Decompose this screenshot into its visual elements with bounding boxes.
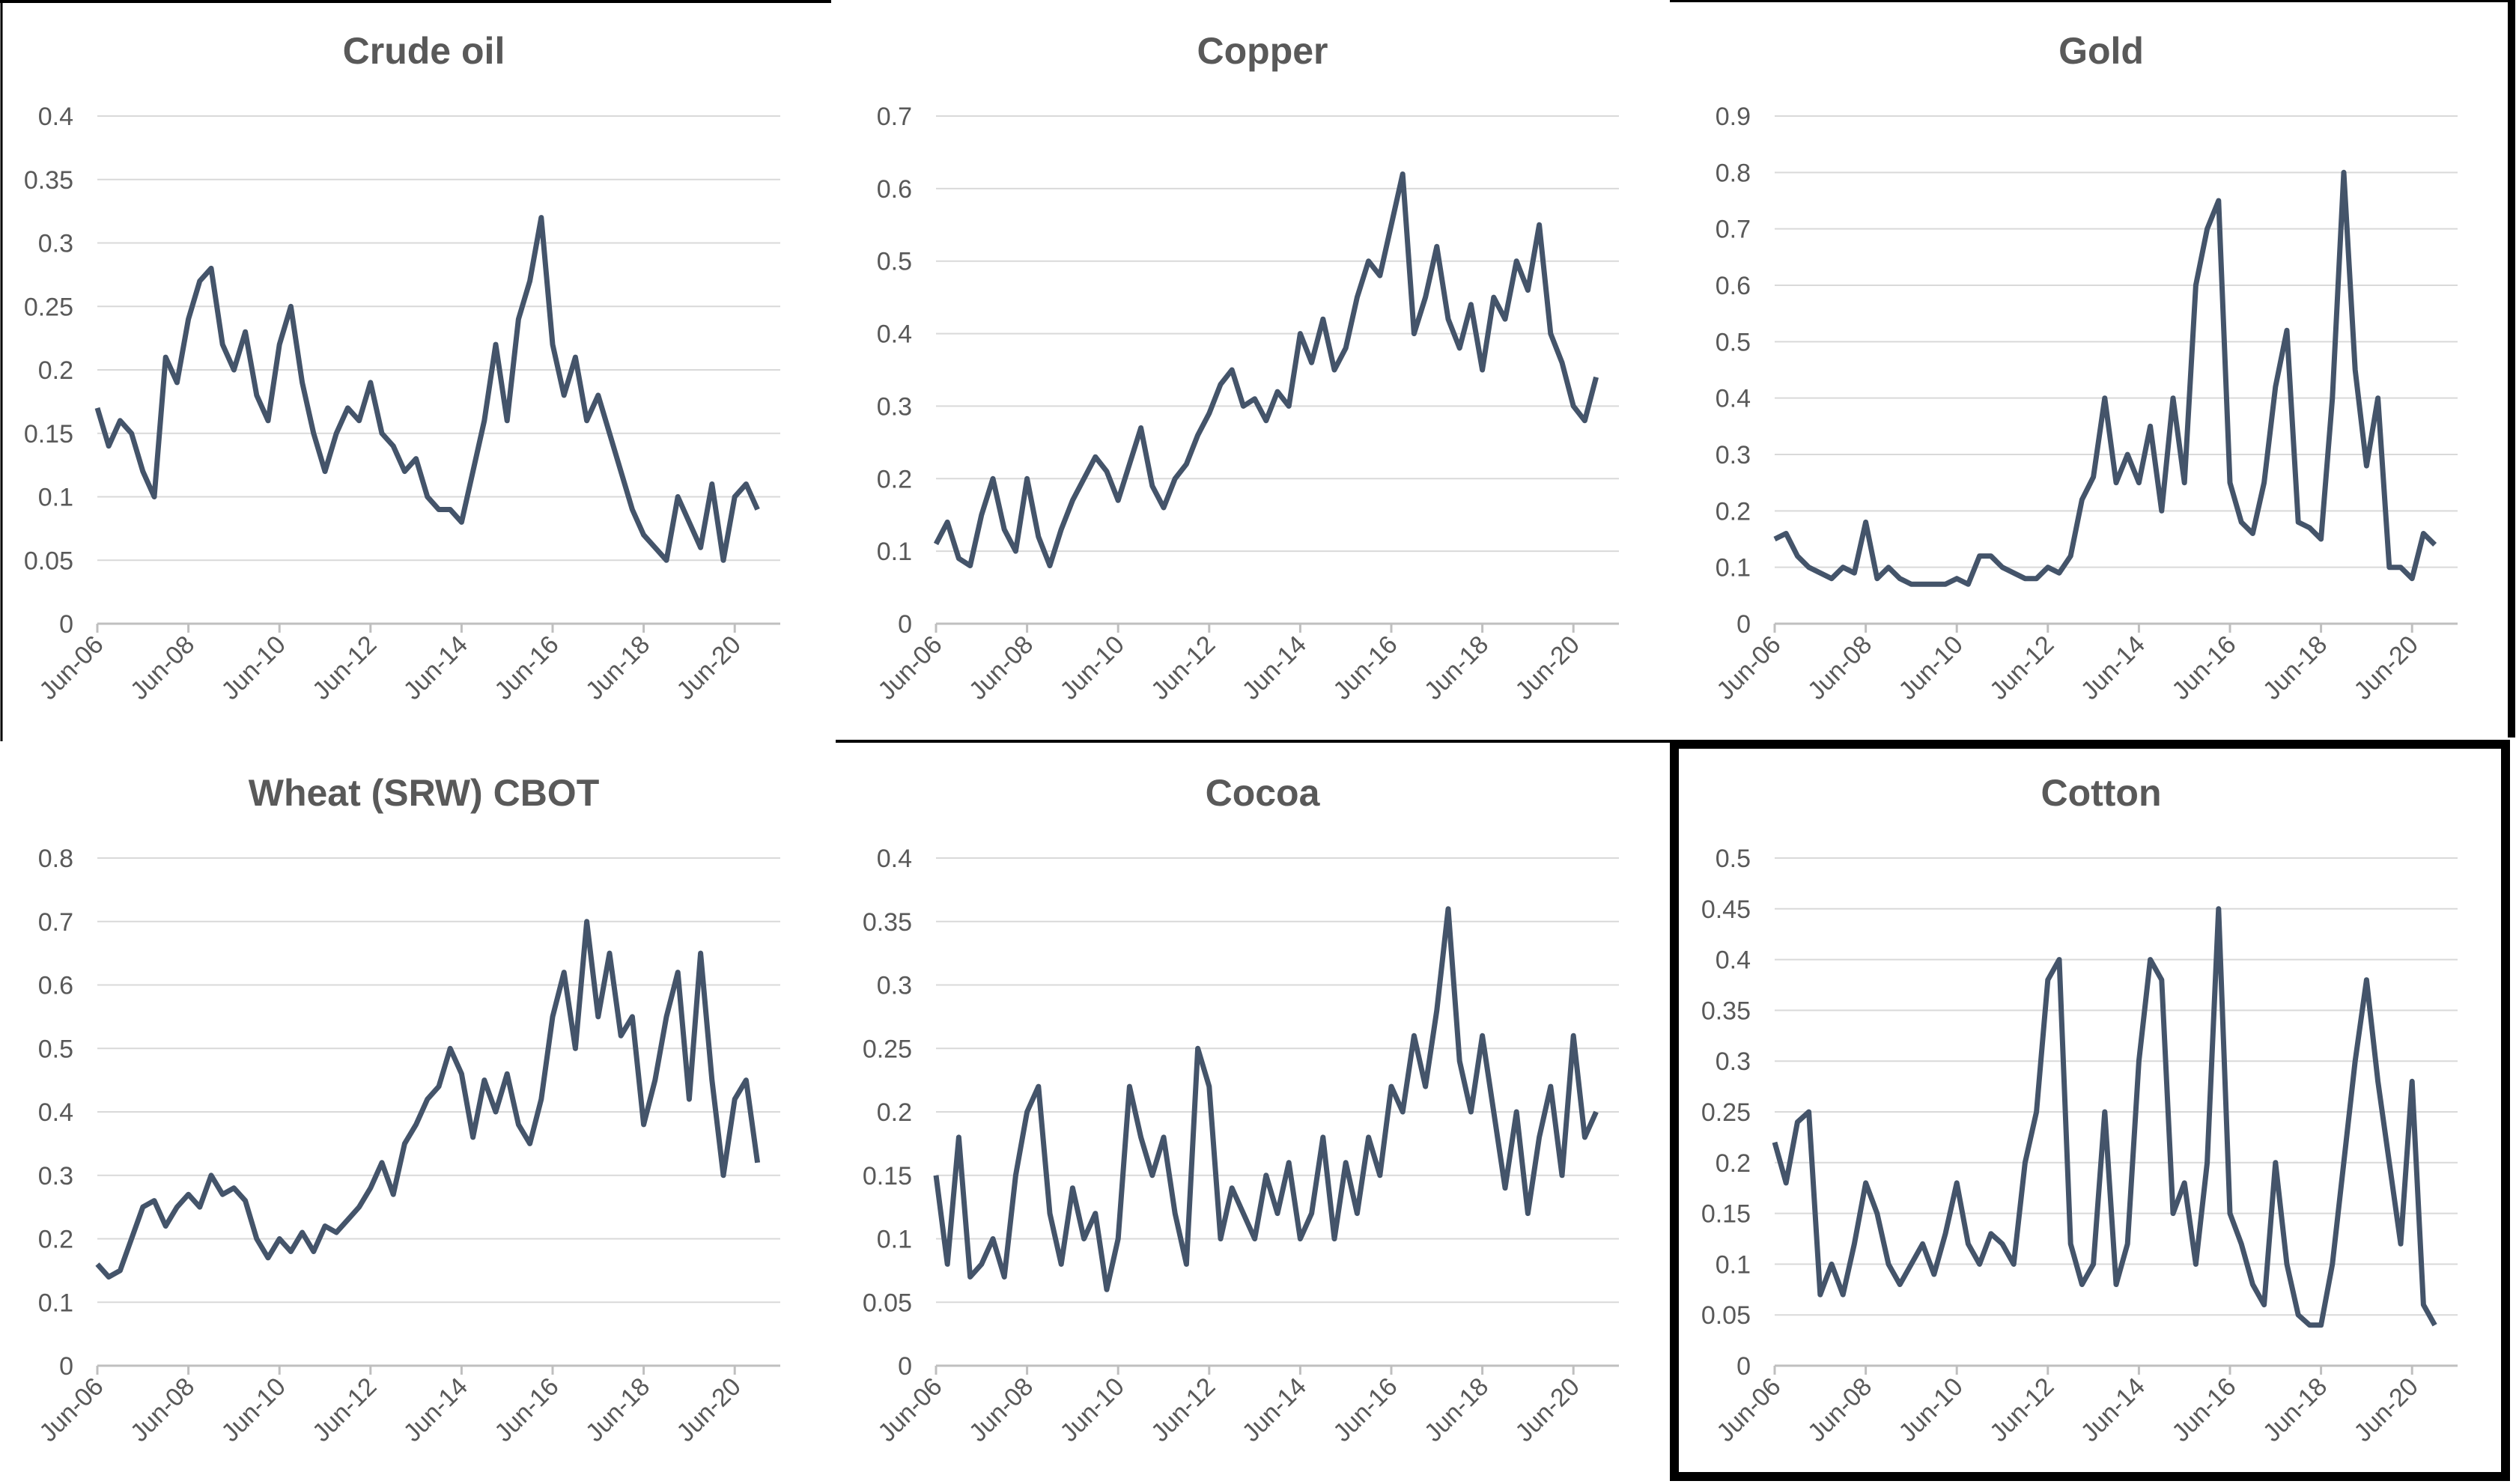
data-line [95, 919, 761, 1280]
y-tick-label: 0 [59, 610, 73, 639]
chart-title: Gold [2058, 30, 2144, 72]
y-tick-label: 0.2 [38, 356, 73, 385]
y-tick-label: 0.5 [1716, 328, 1751, 356]
y-tick-label: 0.8 [1716, 159, 1751, 187]
y-tick-label: 0.3 [877, 972, 912, 1000]
chart-title: Copper [1197, 30, 1328, 72]
y-tick-label: 0.2 [877, 1098, 912, 1127]
y-tick-label: 0 [59, 1352, 73, 1381]
y-tick-label: 0.6 [38, 972, 73, 1000]
y-tick-label: 0.3 [1716, 1047, 1751, 1076]
y-tick-label: 0.2 [1716, 1149, 1751, 1178]
y-tick-label: 0.2 [1716, 497, 1751, 526]
y-tick-label: 0.45 [1701, 895, 1751, 924]
y-tick-label: 0.3 [1716, 441, 1751, 469]
y-tick-label: 0.4 [1716, 946, 1751, 975]
y-tick-label: 0.7 [877, 103, 912, 131]
data-line [933, 906, 1599, 1292]
data-line [94, 215, 760, 563]
y-tick-label: 0.15 [1701, 1200, 1751, 1229]
y-tick-label: 0.15 [863, 1162, 912, 1190]
y-tick-label: 0 [898, 610, 912, 639]
y-tick-label: 0.1 [38, 1289, 73, 1317]
y-tick-label: 0.5 [1716, 845, 1751, 873]
y-tick-label: 0 [1736, 610, 1751, 639]
y-tick-label: 0.6 [1716, 272, 1751, 300]
chart-title: Cotton [2041, 772, 2161, 814]
y-tick-label: 0 [1736, 1352, 1751, 1381]
data-line [933, 171, 1599, 568]
y-tick-label: 0.2 [38, 1226, 73, 1254]
y-tick-label: 0.25 [24, 293, 73, 321]
y-tick-label: 0.3 [38, 1162, 73, 1190]
data-line [1773, 169, 2437, 587]
y-tick-label: 0.15 [24, 420, 73, 448]
y-tick-label: 0.1 [1716, 1250, 1751, 1279]
y-tick-label: 0.7 [1716, 216, 1751, 244]
y-tick-label: 0.4 [1716, 385, 1751, 413]
chart-title: Wheat (SRW) CBOT [249, 772, 599, 814]
y-tick-label: 0.4 [877, 320, 912, 349]
y-tick-label: 0.7 [38, 908, 73, 937]
y-tick-label: 0.25 [863, 1035, 912, 1063]
y-tick-label: 0.4 [877, 845, 912, 873]
y-tick-label: 0.05 [1701, 1301, 1751, 1330]
y-tick-label: 0.05 [24, 547, 73, 575]
y-tick-label: 0.4 [38, 103, 73, 131]
y-tick-label: 0.1 [1716, 554, 1751, 583]
data-line [1772, 906, 2437, 1328]
y-tick-label: 0.2 [877, 465, 912, 493]
y-tick-label: 0.9 [1716, 103, 1751, 131]
y-tick-label: 0.25 [1701, 1098, 1751, 1127]
y-tick-label: 0 [898, 1352, 912, 1381]
y-tick-label: 0.35 [24, 166, 73, 195]
y-tick-label: 0.1 [877, 538, 912, 566]
y-tick-label: 0.35 [1701, 997, 1751, 1025]
panel-border [1670, 740, 2510, 1481]
chart-title: Cocoa [1206, 772, 1321, 814]
y-tick-label: 0.3 [38, 230, 73, 258]
y-tick-label: 0.1 [877, 1226, 912, 1254]
y-tick-label: 0.05 [863, 1289, 912, 1317]
y-tick-label: 0.5 [877, 248, 912, 276]
y-tick-label: 0.6 [877, 175, 912, 204]
chart-title: Crude oil [343, 30, 505, 72]
y-tick-label: 0.8 [38, 845, 73, 873]
y-tick-label: 0.4 [38, 1098, 73, 1127]
y-tick-label: 0.35 [863, 908, 912, 937]
y-tick-label: 0.3 [877, 392, 912, 421]
y-tick-label: 0.5 [38, 1035, 73, 1063]
y-tick-label: 0.1 [38, 484, 73, 512]
